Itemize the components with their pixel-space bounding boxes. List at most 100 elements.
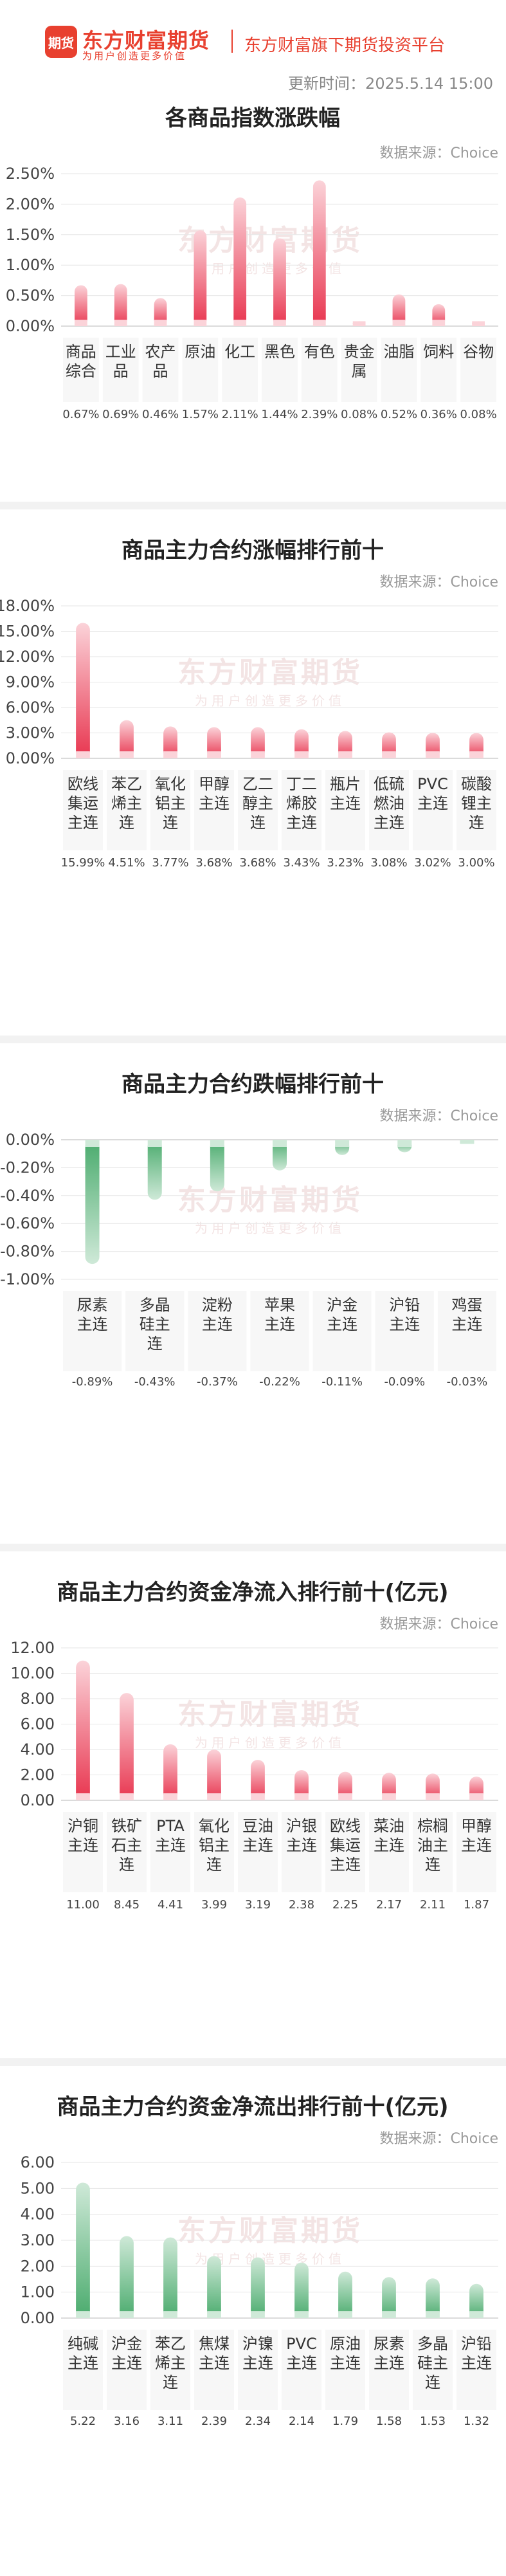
category-label: 氧化铝主连 [199, 1817, 230, 1874]
category-label: 原油主连 [330, 2335, 361, 2372]
value-label: 1.53 [420, 2415, 446, 2428]
chart-net-inflow: 商品主力合约资金净流入排行前十(亿元) 数据来源：Choice 东方财富期货为用户创… [10, 1580, 498, 1912]
category-cell [182, 338, 219, 402]
y-tick-label: 3.00% [6, 724, 55, 742]
value-label: -0.37% [197, 1375, 238, 1389]
y-tick-label: 5.00 [21, 2179, 55, 2197]
value-label: 2.11 [420, 1898, 446, 1912]
y-tick-label: 0.00% [6, 317, 55, 335]
value-label: 0.08% [460, 408, 496, 421]
value-label: -0.89% [72, 1375, 113, 1389]
category-label: PVC 主连 [286, 2335, 317, 2372]
bar-base [382, 1793, 396, 1800]
category-cell [238, 770, 278, 850]
category-label: 铁矿石主连 [111, 1817, 142, 1874]
bar [251, 1759, 265, 1800]
bar-base [76, 1793, 90, 1800]
category-cell [325, 2330, 365, 2410]
value-label: -0.03% [447, 1375, 488, 1389]
category-label: 沪金主连 [111, 2335, 142, 2372]
watermark-text: 东方财富期货 [177, 657, 363, 690]
chart-title: 商品主力合约资金净流出排行前十(亿元) [57, 2094, 448, 2120]
bar-base [469, 1793, 483, 1800]
bar [85, 1140, 100, 1265]
bar [294, 2262, 309, 2318]
bar [233, 197, 247, 326]
data-source: 数据来源：Choice [379, 1108, 498, 1124]
category-cell [63, 770, 103, 850]
value-label: 3.99 [201, 1898, 227, 1912]
category-label: 工业品 [105, 343, 136, 380]
category-cell [460, 338, 496, 402]
y-tick-label: 0.00 [21, 1791, 55, 1809]
category-label: 低硫燃油主连 [374, 775, 404, 832]
bar-base [154, 320, 167, 326]
value-label: 8.45 [114, 1898, 140, 1912]
y-tick-label: 6.00% [6, 699, 55, 717]
bar-base [120, 2311, 134, 2318]
value-label: 11.00 [66, 1898, 100, 1912]
category-label: 乙二醇主连 [242, 775, 273, 832]
brand-slogan: 为用户创造更多价值 [82, 50, 187, 62]
category-cell [238, 2330, 278, 2410]
bar-base [163, 2311, 177, 2318]
bar [76, 1660, 90, 1800]
bar-base [338, 751, 352, 758]
bar [294, 1769, 309, 1800]
category-cell [369, 770, 409, 850]
category-label: 原油 [185, 343, 215, 361]
y-tick-label: 1.50% [6, 226, 55, 244]
y-tick-label: 4.00 [21, 1740, 55, 1758]
y-tick-label: 0.50% [6, 287, 55, 305]
value-label: 0.46% [142, 408, 179, 421]
value-label: 0.36% [420, 408, 457, 421]
value-label: 0.69% [102, 408, 139, 421]
y-tick-label: 2.00 [21, 2257, 55, 2275]
value-label: 1.79 [332, 2415, 358, 2428]
y-tick-label: 0.00% [6, 1131, 55, 1149]
watermark-text: 东方财富期货 [177, 1184, 363, 1217]
category-cell [456, 770, 496, 850]
category-label: 谷物 [463, 343, 494, 361]
bar [75, 285, 87, 326]
value-label: 3.11 [158, 2415, 183, 2428]
category-cell [325, 1812, 365, 1892]
category-label: 商品综合 [66, 343, 96, 380]
category-cell [63, 2330, 103, 2410]
category-label: 棕榈油主连 [417, 1817, 448, 1874]
category-cell [413, 770, 453, 850]
bar-base [397, 1140, 412, 1147]
platform-name: 东方财富旗下期货投资平台 [244, 36, 446, 55]
bar-base [469, 2311, 483, 2318]
category-label: 尿素主连 [374, 2335, 404, 2372]
value-label: -0.11% [321, 1375, 363, 1389]
category-label: 甲醇主连 [199, 775, 230, 812]
category-label: 沪铜主连 [68, 1817, 98, 1854]
value-label: 2.39% [301, 408, 338, 421]
bar [392, 294, 406, 326]
bar [154, 298, 167, 326]
category-label: PVC 主连 [417, 775, 448, 812]
category-label: 氧化铝主连 [155, 775, 186, 832]
bar [294, 729, 309, 758]
data-source: 数据来源：Choice [379, 145, 498, 161]
y-tick-label: 1.00% [6, 256, 55, 274]
value-label: 3.77% [152, 856, 188, 870]
value-label: 0.52% [381, 408, 417, 421]
value-label: 2.11% [222, 408, 258, 421]
category-cell [420, 338, 457, 402]
category-label: 瓶片主连 [330, 775, 361, 812]
bar-base [75, 320, 87, 326]
category-label: 淀粉主连 [202, 1296, 233, 1333]
y-tick-label: 12.00% [0, 648, 55, 666]
bar-base [460, 1140, 474, 1144]
y-tick-label: 8.00 [21, 1690, 55, 1708]
chart-title: 商品主力合约资金净流入排行前十(亿元) [57, 1580, 448, 1605]
category-label: 尿素主连 [77, 1296, 108, 1333]
bar [210, 1140, 224, 1192]
category-label: 有色 [304, 343, 335, 361]
brand-logo-icon: 期货 [45, 26, 77, 58]
bar-base [392, 320, 406, 326]
category-cell [456, 2330, 496, 2410]
value-label: 1.57% [182, 408, 219, 421]
